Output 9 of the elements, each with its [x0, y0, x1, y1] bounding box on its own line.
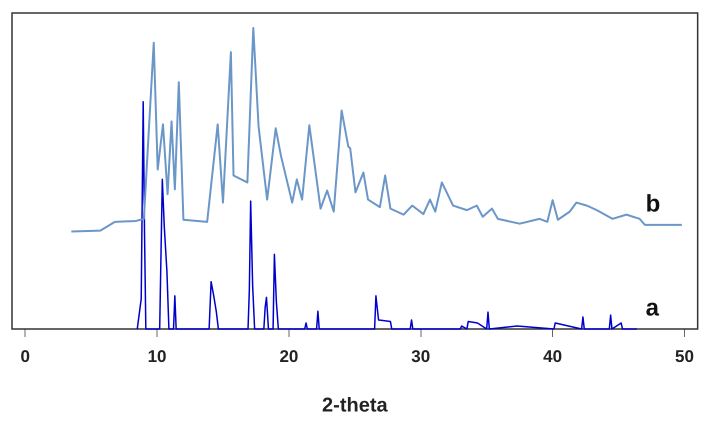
- x-tick-label: 40: [543, 346, 562, 366]
- x-tick-label: 10: [148, 346, 167, 366]
- series-label: b: [646, 190, 660, 218]
- x-tick-label: 0: [20, 346, 30, 366]
- x-tick-label: 50: [675, 346, 694, 366]
- x-axis-title: 2-theta: [322, 394, 388, 417]
- x-tick-label: 30: [411, 346, 430, 366]
- x-tick-label: 20: [279, 346, 298, 366]
- series-label: a: [646, 294, 660, 322]
